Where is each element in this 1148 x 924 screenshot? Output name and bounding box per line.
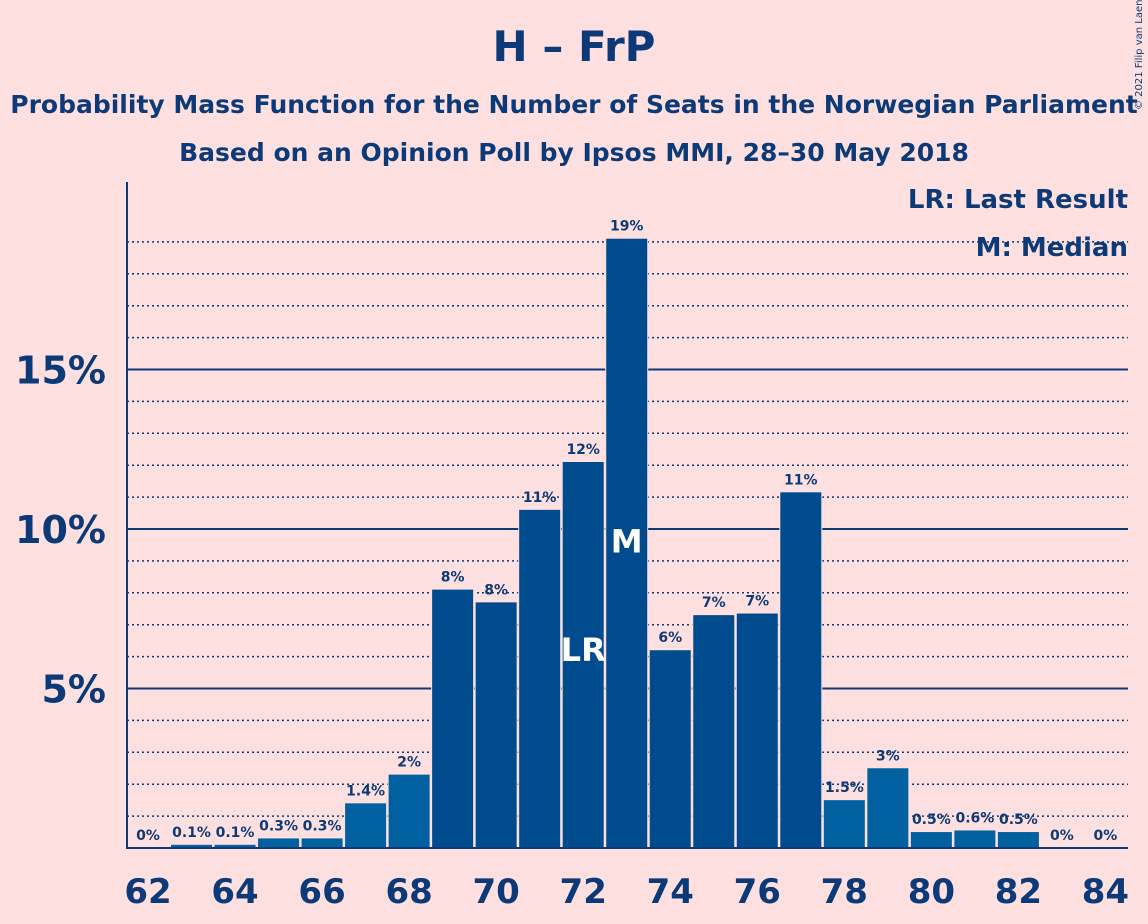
chart-subtitle: Probability Mass Function for the Number… (10, 90, 1138, 119)
chart-title: H – FrP (492, 22, 656, 71)
data-label: 0.1% (172, 825, 211, 841)
bar (475, 602, 517, 848)
x-tick-label: 80 (908, 872, 955, 912)
data-label: 11% (523, 490, 557, 506)
data-label: 0% (136, 828, 160, 844)
x-tick-label: 78 (821, 872, 868, 912)
data-label: 3% (876, 748, 900, 764)
last-result-marker: LR (561, 631, 606, 669)
data-label: 2% (397, 755, 421, 771)
data-label: 1.4% (346, 783, 385, 799)
bar (171, 844, 213, 848)
x-tick-label: 64 (211, 872, 258, 912)
data-label: 19% (610, 219, 644, 235)
bar (954, 830, 996, 848)
data-label: 0.3% (303, 818, 342, 834)
chart-subtitle-poll: Based on an Opinion Poll by Ipsos MMI, 2… (179, 138, 969, 167)
data-label: 7% (702, 595, 726, 611)
x-tick-label: 82 (995, 872, 1042, 912)
data-label: 0% (1050, 828, 1074, 844)
bar (388, 774, 430, 848)
bar (823, 800, 865, 848)
data-label: 0.3% (259, 818, 298, 834)
y-tick-label: 10% (15, 508, 106, 552)
bar (649, 650, 691, 848)
data-label: 6% (658, 630, 682, 646)
bar (606, 238, 648, 848)
x-tick-label: 68 (385, 872, 432, 912)
bar (214, 844, 256, 848)
bar (562, 462, 604, 848)
legend-last-result: LR: Last Result (907, 185, 1128, 215)
x-tick-label: 76 (734, 872, 781, 912)
bar (301, 838, 343, 848)
bar (345, 803, 387, 848)
bar (780, 492, 822, 848)
data-label: 0.5% (912, 812, 951, 828)
data-label: 12% (566, 442, 600, 458)
y-tick-label: 5% (41, 668, 106, 712)
bar (432, 589, 474, 848)
x-tick-label: 70 (472, 872, 519, 912)
y-tick-label: 15% (15, 349, 106, 393)
data-label: 8% (441, 570, 465, 586)
x-tick-label: 66 (298, 872, 345, 912)
bar (258, 838, 300, 848)
x-tick-label: 62 (124, 872, 171, 912)
data-label: 1.5% (825, 780, 864, 796)
bar (519, 509, 561, 848)
data-label: 0.5% (999, 812, 1038, 828)
data-label: 0% (1094, 828, 1118, 844)
bar (736, 613, 778, 848)
bar (997, 832, 1039, 848)
bar (693, 615, 735, 848)
data-label: 11% (784, 472, 818, 488)
bar (867, 768, 909, 848)
median-marker: M (611, 522, 643, 560)
x-tick-label: 74 (647, 872, 694, 912)
data-label: 8% (484, 582, 508, 598)
x-tick-label: 84 (1082, 872, 1129, 912)
data-label: 0.6% (955, 810, 994, 826)
data-label: 7% (745, 594, 769, 610)
bar (910, 832, 952, 848)
legend-median: M: Median (975, 233, 1128, 263)
data-label: 0.1% (216, 825, 255, 841)
x-tick-label: 72 (560, 872, 607, 912)
